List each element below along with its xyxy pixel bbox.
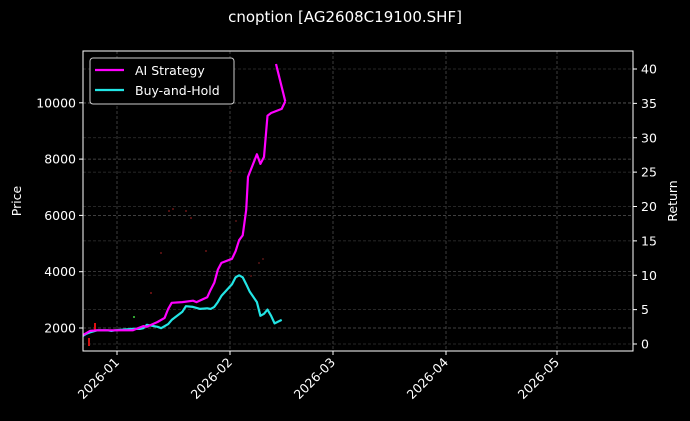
price-marker: [230, 170, 232, 172]
y-tick-label-right: 0: [641, 337, 649, 352]
legend-label-ai-strategy: AI Strategy: [135, 63, 205, 78]
price-marker: [168, 210, 170, 212]
y-tick-label-left: 8000: [44, 152, 76, 167]
price-marker: [250, 275, 252, 277]
x-tick-label: 2026-03: [291, 355, 339, 403]
y-tick-label-right: 20: [641, 199, 657, 214]
x-tick-label: 2026-04: [404, 354, 452, 402]
y-tick-label-right: 40: [641, 62, 657, 77]
price-marker: [262, 258, 264, 260]
y-axis-label-left: Price: [9, 185, 24, 216]
price-marker: [205, 250, 207, 252]
y-tick-label-left: 2000: [44, 321, 76, 336]
y-tick-label-right: 5: [641, 302, 649, 317]
price-marker: [88, 338, 90, 346]
price-marker: [172, 208, 174, 210]
ai-strategy-line-end: [274, 63, 287, 102]
y-tick-label-right: 15: [641, 233, 657, 248]
price-marker: [235, 220, 237, 222]
legend-label-buy-and-hold: Buy-and-Hold: [135, 83, 220, 98]
price-marker: [160, 252, 162, 254]
chart-title: cnoption [AG2608C19100.SHF]: [228, 8, 462, 26]
y-tick-label-right: 10: [641, 268, 657, 283]
x-tick-label: 2026-01: [75, 355, 123, 403]
price-marker: [150, 292, 152, 294]
price-marker: [258, 262, 260, 264]
ai-strategy-line: [82, 100, 287, 337]
y-tick-label-left: 6000: [44, 208, 76, 223]
y-axis-label-right: Return: [665, 180, 680, 221]
y-tick-label-right: 30: [641, 130, 657, 145]
price-marker: [190, 217, 192, 219]
axes-frame: [82, 50, 634, 352]
y-tick-label-right: 25: [641, 165, 657, 180]
y-tick-label-right: 35: [641, 96, 657, 111]
price-marker: [185, 210, 187, 212]
x-tick-label: 2026-02: [188, 355, 236, 403]
y-tick-label-left: 4000: [44, 264, 76, 279]
price-marker: [94, 323, 96, 331]
x-tick-label: 2026-05: [515, 355, 563, 403]
buy-and-hold-line: [82, 274, 283, 337]
legend-box: [89, 57, 235, 105]
price-marker: [133, 316, 135, 318]
y-tick-label-left: 10000: [36, 95, 76, 110]
